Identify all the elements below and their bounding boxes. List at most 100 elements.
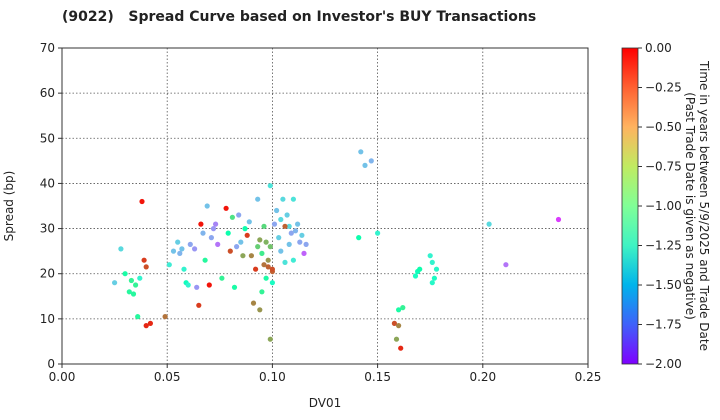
data-point bbox=[147, 320, 153, 326]
data-point bbox=[269, 266, 275, 272]
data-point bbox=[122, 271, 128, 277]
x-axis-label: DV01 bbox=[309, 396, 342, 410]
data-point bbox=[227, 248, 233, 254]
data-point bbox=[196, 302, 202, 308]
data-point bbox=[248, 253, 254, 259]
data-point bbox=[290, 196, 296, 202]
data-point bbox=[431, 275, 437, 281]
data-point bbox=[290, 257, 296, 263]
data-point bbox=[259, 289, 265, 295]
data-point bbox=[433, 266, 440, 272]
data-point bbox=[219, 275, 225, 281]
data-point bbox=[255, 244, 261, 250]
data-point bbox=[143, 264, 149, 270]
colorbar-tick-label: −0.50 bbox=[645, 120, 682, 134]
x-axis-ticks: 0.00 0.05 0.10 0.15 0.20 0.25 bbox=[49, 364, 602, 384]
data-point bbox=[375, 230, 381, 236]
data-point bbox=[175, 239, 181, 245]
y-tick-label: 30 bbox=[40, 222, 55, 236]
data-point bbox=[166, 262, 172, 268]
data-point bbox=[429, 280, 435, 286]
data-point bbox=[162, 314, 168, 320]
data-point bbox=[398, 345, 404, 351]
data-point bbox=[139, 198, 145, 205]
data-point bbox=[126, 289, 132, 295]
data-point bbox=[276, 235, 282, 241]
data-point bbox=[286, 223, 292, 229]
y-tick-label: 70 bbox=[40, 41, 55, 55]
data-point bbox=[261, 262, 267, 268]
data-point bbox=[234, 244, 240, 250]
data-point bbox=[417, 266, 423, 272]
data-point bbox=[412, 273, 419, 279]
x-tick-label: 0.20 bbox=[469, 370, 496, 384]
data-point bbox=[295, 221, 301, 227]
data-point bbox=[271, 221, 278, 227]
x-tick-label: 0.25 bbox=[575, 370, 602, 384]
data-point bbox=[267, 183, 273, 189]
y-tick-label: 60 bbox=[40, 86, 55, 100]
data-point bbox=[244, 232, 250, 238]
data-point bbox=[278, 248, 284, 254]
data-point bbox=[356, 235, 362, 241]
x-tick-label: 0.10 bbox=[259, 370, 286, 384]
data-point bbox=[133, 282, 139, 288]
colorbar-tick-label: −0.25 bbox=[645, 81, 682, 95]
data-point bbox=[231, 284, 238, 290]
data-point bbox=[128, 277, 134, 284]
colorbar-label-line1: Time in years between 5/9/2025 and Trade… bbox=[697, 60, 711, 351]
data-point bbox=[284, 212, 290, 218]
data-point bbox=[259, 250, 265, 256]
data-point bbox=[368, 158, 374, 164]
colorbar-tick-label: −1.25 bbox=[645, 239, 682, 253]
data-point bbox=[396, 307, 402, 313]
data-point bbox=[177, 250, 183, 256]
data-point bbox=[246, 219, 252, 225]
data-point bbox=[280, 196, 286, 202]
data-point bbox=[278, 216, 284, 223]
data-point bbox=[187, 241, 193, 247]
colorbar-tick-label: −1.50 bbox=[645, 278, 682, 292]
grid-lines bbox=[62, 48, 588, 364]
plot-frame bbox=[61, 47, 589, 365]
scatter-points bbox=[112, 149, 562, 351]
data-point bbox=[257, 307, 263, 313]
data-point bbox=[206, 282, 212, 288]
data-point bbox=[288, 230, 294, 236]
data-point bbox=[269, 280, 275, 286]
data-point bbox=[225, 230, 231, 236]
data-point bbox=[192, 246, 198, 252]
colorbar bbox=[621, 47, 639, 365]
data-point bbox=[486, 221, 492, 227]
data-point bbox=[261, 223, 267, 229]
colorbar-tick-label: −2.00 bbox=[645, 357, 682, 371]
colorbar-ticks: 0.00 −0.25 −0.50 −0.75 −1.00 −1.25 −1.50 −1.75 −… bbox=[638, 41, 682, 371]
data-point bbox=[179, 246, 185, 252]
data-point bbox=[238, 239, 244, 245]
colorbar-tick-label: −1.00 bbox=[645, 199, 682, 213]
y-tick-label: 10 bbox=[40, 312, 55, 326]
data-point bbox=[202, 257, 208, 263]
data-point bbox=[503, 262, 509, 268]
data-point bbox=[297, 239, 303, 245]
data-point bbox=[185, 282, 191, 288]
data-point bbox=[555, 216, 562, 223]
data-point bbox=[181, 266, 187, 272]
data-point bbox=[137, 275, 143, 281]
data-point bbox=[204, 203, 210, 209]
data-point bbox=[282, 223, 288, 229]
data-point bbox=[170, 248, 177, 254]
data-point bbox=[242, 226, 248, 232]
x-tick-label: 0.15 bbox=[364, 370, 391, 384]
data-point bbox=[229, 214, 235, 220]
data-point bbox=[141, 257, 147, 263]
y-tick-label: 0 bbox=[47, 357, 55, 371]
chart-title: (9022) Spread Curve based on Investor's … bbox=[62, 9, 537, 25]
data-point bbox=[301, 250, 307, 256]
data-point bbox=[223, 205, 229, 211]
data-point bbox=[267, 336, 273, 342]
y-axis-ticks: 0 10 20 30 40 50 60 70 bbox=[40, 41, 62, 371]
data-point bbox=[282, 259, 288, 265]
y-tick-label: 50 bbox=[40, 131, 55, 145]
